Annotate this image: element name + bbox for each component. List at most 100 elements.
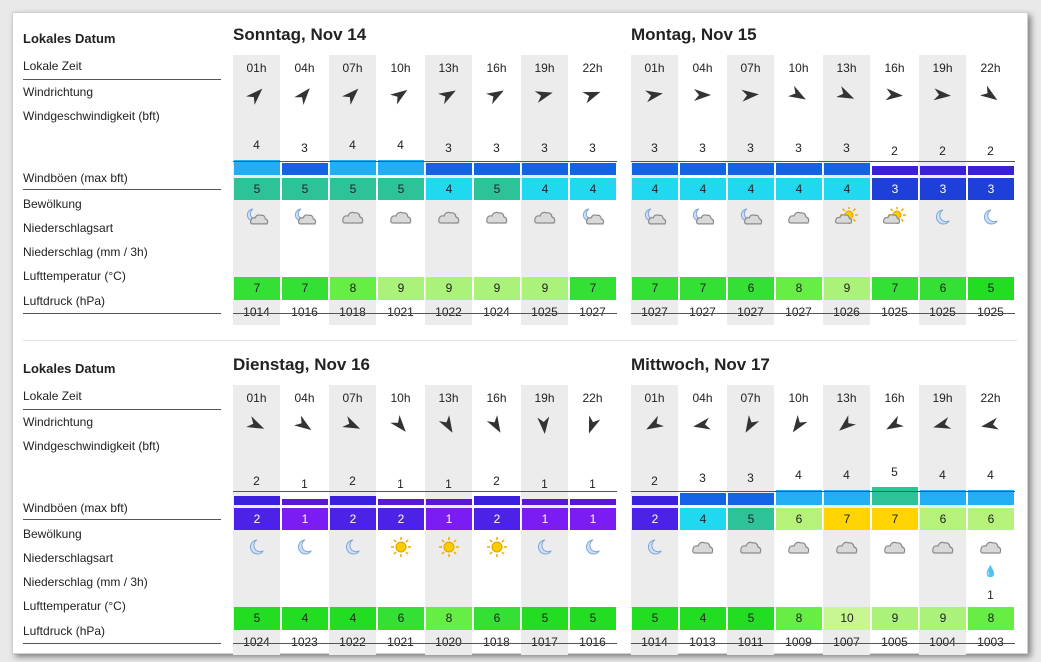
wind-direction-arrow-icon [245,84,267,106]
wind-gust-cell: 4 [570,178,616,200]
wind-direction-arrow-icon [739,84,761,106]
cloud-icon [436,207,462,227]
wind-gust-cell: 2 [474,508,520,530]
temperature-cell: 4 [282,607,328,630]
wind-speed-bar [920,490,966,505]
label-windgeschwindigkeit: Windgeschwindigkeit (bft) [23,109,160,123]
wind-speed-bar [474,163,520,175]
wind-speed-bar [824,490,870,505]
hour-label: 19h [534,391,555,405]
wind-direction-arrow-icon [245,414,267,436]
wind-direction-arrow-icon [389,84,411,106]
temperature-cell: 7 [872,277,918,300]
hour-label: 10h [390,61,411,75]
pressure-value: 1021 [387,635,414,649]
hour-label: 19h [932,391,953,405]
cloud-icon [388,207,414,227]
pressure-value: 1014 [641,635,668,649]
wind-direction-arrow-icon [643,414,665,436]
wind-speed-value: 1 [589,477,596,491]
moon-cloud-icon [738,207,764,227]
wind-gust-cell: 4 [522,178,568,200]
label-underline [23,409,221,410]
hour-column: 13h 1 1 8 1020 [425,385,472,655]
moon-icon [642,537,668,557]
wind-speed-value: 3 [747,141,754,155]
moon-icon [244,537,270,557]
label-lufttemperatur: Lufttemperatur (°C) [23,269,126,283]
day-row-underline [631,313,1015,314]
temperature-cell: 7 [282,277,328,300]
wind-direction-arrow-icon [437,84,459,106]
pressure-value: 1009 [785,635,812,649]
wind-speed-bar [282,499,328,505]
wind-speed-bar [570,499,616,505]
wind-speed-value: 2 [939,144,946,158]
hour-label: 16h [884,391,905,405]
temperature-cell: 9 [378,277,424,300]
wind-speed-value: 3 [589,141,596,155]
day-row-underline [233,161,617,162]
wind-speed-value: 2 [891,144,898,158]
wind-speed-bar [680,163,726,175]
temperature-cell: 6 [378,607,424,630]
hour-label: 01h [644,391,665,405]
hour-label: 04h [294,391,315,405]
wind-speed-value: 4 [795,468,802,482]
wind-speed-bar [920,166,966,175]
hour-column: 19h 1 1 5 1017 [521,385,568,655]
temperature-cell: 4 [330,607,376,630]
label-niederschlag: Niederschlag (mm / 3h) [23,575,148,589]
wind-speed-value: 2 [651,474,658,488]
temperature-cell: 6 [920,277,966,300]
day-row-underline [233,643,617,644]
moon-cloud-icon [244,207,270,227]
hour-column: 16h 5 7 9 1005 [871,385,918,655]
pressure-value: 1016 [291,305,318,319]
hour-label: 01h [246,61,267,75]
wind-speed-bar [426,163,472,175]
temperature-cell: 5 [632,607,678,630]
wind-gust-cell: 5 [378,178,424,200]
wind-direction-arrow-icon [389,414,411,436]
wind-speed-bar [872,166,918,175]
sun-icon [484,537,510,557]
temperature-cell: 9 [920,607,966,630]
wind-speed-value: 1 [301,477,308,491]
hour-label: 07h [342,391,363,405]
temperature-cell: 5 [728,607,774,630]
rain-drop-icon: 💧 [983,566,998,578]
hour-label: 16h [486,391,507,405]
wind-speed-bar [426,499,472,505]
wind-speed-value: 2 [349,474,356,488]
wind-direction-arrow-icon [581,414,603,436]
wind-direction-arrow-icon [931,84,953,106]
hour-label: 04h [692,391,713,405]
section-divider [23,340,1017,341]
label-underline [23,313,221,314]
hour-label: 01h [246,391,267,405]
temperature-cell: 5 [570,607,616,630]
cloud-icon [484,207,510,227]
pressure-value: 1027 [579,305,606,319]
wind-direction-arrow-icon [485,84,507,106]
cloud-icon [786,537,812,557]
sun-cloud-icon [834,206,860,227]
wind-gust-cell: 1 [426,508,472,530]
sun-cloud-icon [882,206,908,227]
hour-label: 22h [980,391,1001,405]
pressure-value: 1022 [435,305,462,319]
temperature-cell: 5 [234,607,280,630]
temperature-cell: 5 [522,607,568,630]
wind-gust-cell: 2 [632,508,678,530]
pressure-value: 1016 [579,635,606,649]
wind-speed-value: 3 [493,141,500,155]
wind-speed-bar [776,490,822,505]
wind-gust-cell: 4 [680,178,726,200]
temperature-cell: 9 [426,277,472,300]
moon-icon [532,537,558,557]
moon-cloud-icon [690,207,716,227]
precipitation-value: 1 [987,588,994,602]
wind-speed-bar [728,493,774,505]
pressure-value: 1020 [435,635,462,649]
